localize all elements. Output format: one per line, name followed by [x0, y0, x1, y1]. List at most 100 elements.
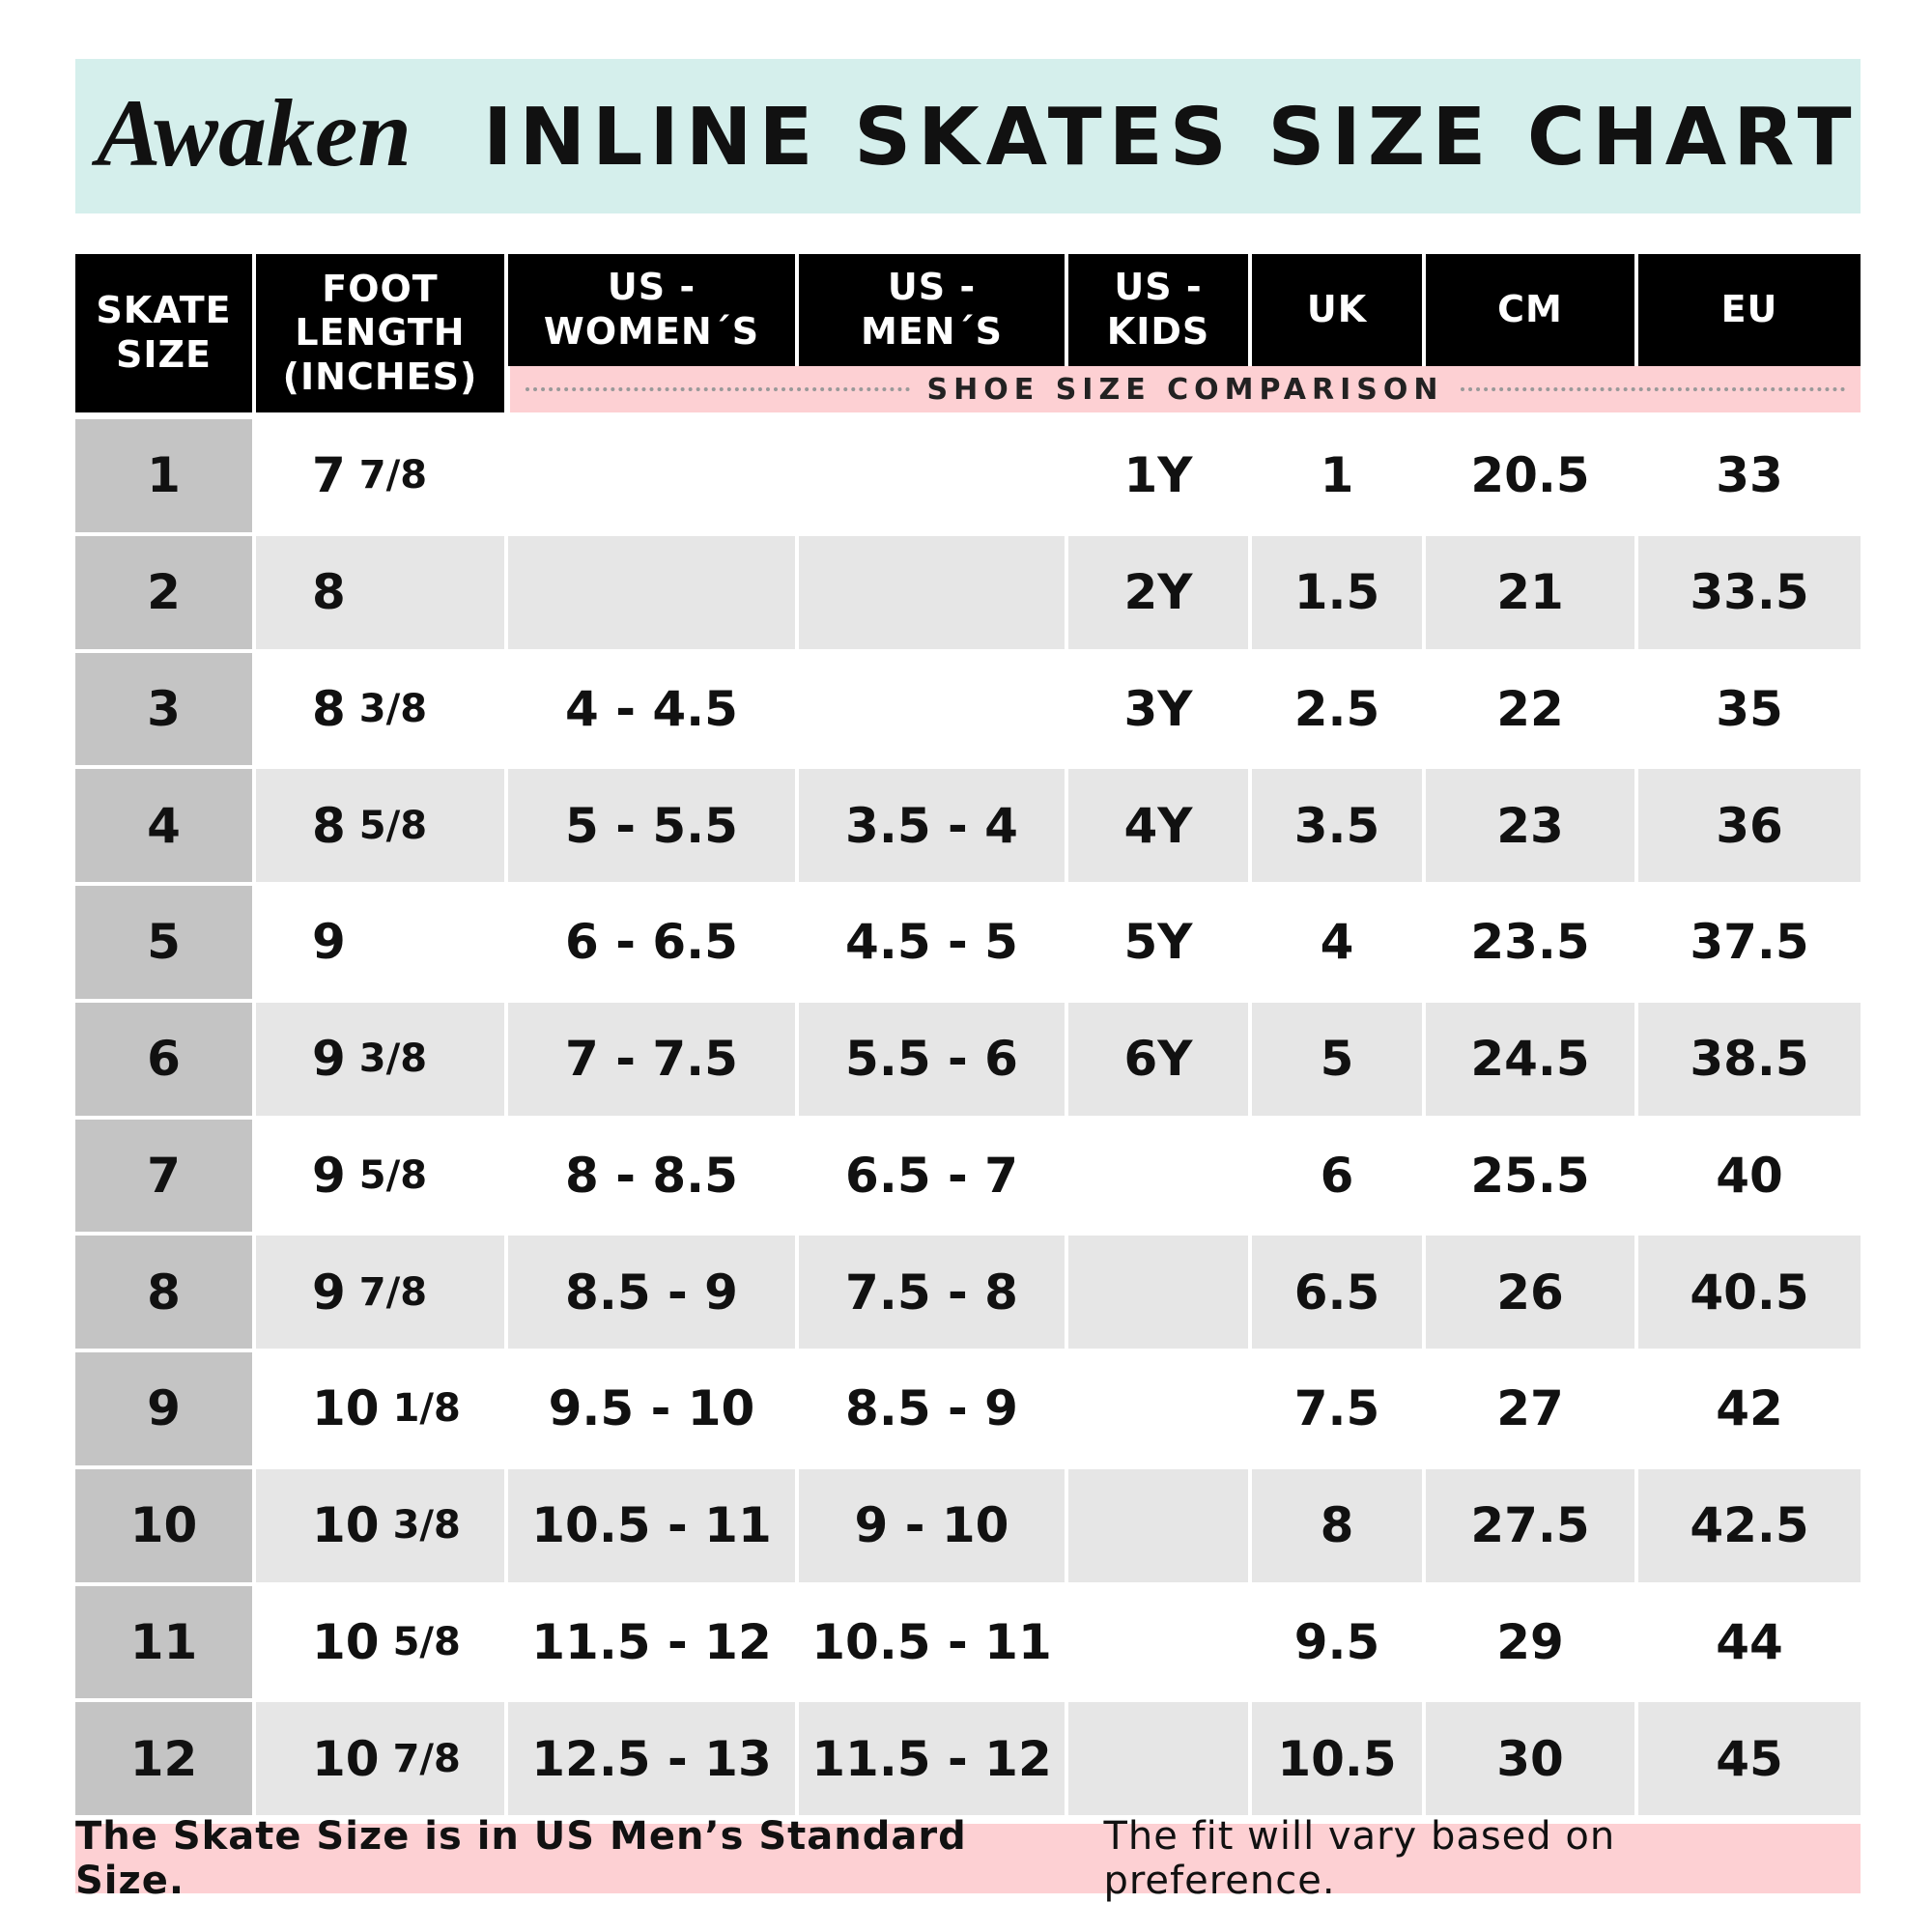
cell: 42	[1638, 1352, 1861, 1465]
cell: 38.5	[1638, 1002, 1861, 1116]
column-header: CM	[1426, 254, 1634, 366]
cell: 44	[1638, 1585, 1861, 1699]
cell: 3.5 - 4	[799, 769, 1065, 882]
empty-cell	[799, 535, 1065, 649]
foot-length-whole: 10	[312, 1613, 380, 1670]
cell: 33.5	[1638, 535, 1861, 649]
foot-length-whole: 10	[312, 1380, 380, 1437]
cell: 35	[1638, 652, 1861, 766]
foot-length-whole: 7	[312, 447, 346, 504]
cell: 1.5	[1252, 535, 1422, 649]
cell: 8.5 - 9	[799, 1352, 1065, 1465]
cell: 11.5 - 12	[508, 1585, 795, 1699]
cell: 8 - 8.5	[508, 1119, 795, 1233]
foot-length-whole: 9	[312, 1031, 346, 1088]
empty-cell	[799, 419, 1065, 532]
header-band	[75, 59, 1861, 213]
empty-cell	[1068, 1119, 1248, 1233]
empty-cell	[1068, 1468, 1248, 1582]
cell: 12	[75, 1702, 252, 1815]
cell: 9	[75, 1352, 252, 1465]
cell: 33	[1638, 419, 1861, 532]
foot-length-fraction: 5/8	[358, 1152, 428, 1198]
footer-normal: The fit will vary based on preference.	[1103, 1814, 1616, 1903]
cell: 6Y	[1068, 1002, 1248, 1116]
empty-cell	[799, 652, 1065, 766]
cell: 4.5 - 5	[799, 886, 1065, 999]
cell: 10.5 - 11	[799, 1585, 1065, 1699]
cell: 1	[75, 419, 252, 532]
cell: 9 5/8	[256, 1119, 504, 1233]
cell: 8 5/8	[256, 769, 504, 882]
cell: 3.5	[1252, 769, 1422, 882]
footer-bold: The Skate Size is in US Men’s Standard S…	[75, 1814, 967, 1903]
foot-length-fraction: 3/8	[392, 1503, 461, 1548]
cell: 5 - 5.5	[508, 769, 795, 882]
foot-length-fraction: 5/8	[358, 803, 428, 848]
footer: The Skate Size is in US Men’s Standard S…	[75, 1814, 1861, 1903]
cell: 11.5 - 12	[799, 1702, 1065, 1815]
cell: 6.5 - 7	[799, 1119, 1065, 1233]
cell: 45	[1638, 1702, 1861, 1815]
column-header: SKATE SIZE	[75, 254, 252, 412]
logo: Awaken	[97, 79, 412, 186]
cell: 29	[1426, 1585, 1634, 1699]
column-header: US - WOMEN´S	[508, 254, 795, 366]
empty-cell	[508, 419, 795, 532]
cell: 10	[75, 1468, 252, 1582]
cell: 5	[1252, 1002, 1422, 1116]
cell: 4	[1252, 886, 1422, 999]
column-header: EU	[1638, 254, 1861, 366]
cell: 23	[1426, 769, 1634, 882]
comparison-band: SHOE SIZE COMPARISON	[510, 366, 1861, 412]
cell: 9 3/8	[256, 1002, 504, 1116]
cell: 9.5 - 10	[508, 1352, 795, 1465]
cell: 8 3/8	[256, 652, 504, 766]
cell: 24.5	[1426, 1002, 1634, 1116]
cell: 2	[75, 535, 252, 649]
cell: 10.5 - 11	[508, 1468, 795, 1582]
foot-length-whole: 10	[312, 1730, 380, 1787]
cell: 3	[75, 652, 252, 766]
cell: 7.5	[1252, 1352, 1422, 1465]
cell: 6	[1252, 1119, 1422, 1233]
cell: 10 3/8	[256, 1468, 504, 1582]
cell: 8	[75, 1236, 252, 1349]
cell: 2Y	[1068, 535, 1248, 649]
cell: 9 - 10	[799, 1468, 1065, 1582]
empty-cell	[508, 535, 795, 649]
cell: 23.5	[1426, 886, 1634, 999]
foot-length-whole: 9	[312, 1264, 346, 1321]
cell: 9	[256, 886, 504, 999]
cell: 27	[1426, 1352, 1634, 1465]
foot-length-whole: 8	[312, 564, 346, 621]
column-header: FOOT LENGTH (INCHES)	[256, 254, 504, 412]
empty-cell	[1068, 1236, 1248, 1349]
cell: 1Y	[1068, 419, 1248, 532]
cell: 3Y	[1068, 652, 1248, 766]
cell: 37.5	[1638, 886, 1861, 999]
cell: 1	[1252, 419, 1422, 532]
foot-length-fraction: 3/8	[358, 1037, 428, 1082]
cell: 25.5	[1426, 1119, 1634, 1233]
cell: 8.5 - 9	[508, 1236, 795, 1349]
cell: 4	[75, 769, 252, 882]
cell: 12.5 - 13	[508, 1702, 795, 1815]
foot-length-whole: 10	[312, 1497, 380, 1554]
cell: 8	[256, 535, 504, 649]
cell: 10 1/8	[256, 1352, 504, 1465]
cell: 7 - 7.5	[508, 1002, 795, 1116]
cell: 8	[1252, 1468, 1422, 1582]
cell: 10.5	[1252, 1702, 1422, 1815]
dots	[526, 387, 910, 391]
cell: 7 7/8	[256, 419, 504, 532]
cell: 4 - 4.5	[508, 652, 795, 766]
column-header: UK	[1252, 254, 1422, 366]
cell: 6	[75, 1002, 252, 1116]
cell: 6.5	[1252, 1236, 1422, 1349]
empty-cell	[1068, 1702, 1248, 1815]
cell: 40	[1638, 1119, 1861, 1233]
cell: 7.5 - 8	[799, 1236, 1065, 1349]
cell: 4Y	[1068, 769, 1248, 882]
foot-length-fraction: 5/8	[392, 1619, 461, 1664]
